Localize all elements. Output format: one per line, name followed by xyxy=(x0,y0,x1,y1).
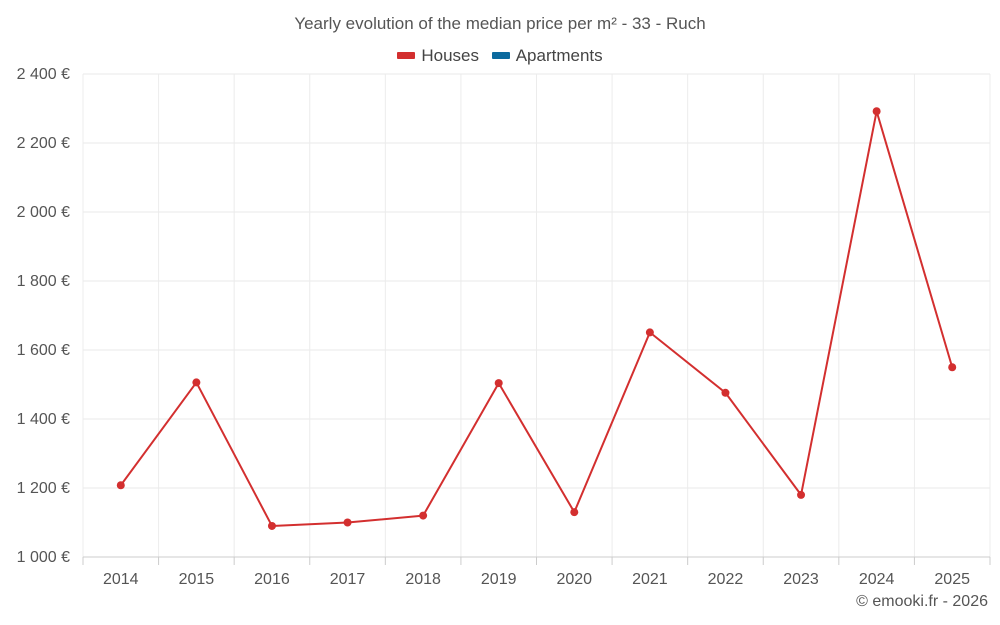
y-tick-label: 1 800 € xyxy=(17,273,70,290)
x-tick-label: 2017 xyxy=(330,571,366,588)
x-tick-label: 2025 xyxy=(934,571,970,588)
x-tick-label: 2019 xyxy=(481,571,517,588)
x-tick-label: 2021 xyxy=(632,571,668,588)
data-point-houses xyxy=(948,363,957,372)
y-tick-label: 1 000 € xyxy=(17,549,70,566)
x-tick-label: 2020 xyxy=(556,571,592,588)
data-point-houses xyxy=(570,508,579,517)
data-point-houses xyxy=(797,490,806,499)
data-point-houses xyxy=(645,328,654,337)
legend-label-houses: Houses xyxy=(421,45,479,65)
data-point-houses xyxy=(494,379,503,388)
data-point-houses xyxy=(721,388,730,397)
x-tick-label: 2014 xyxy=(103,571,139,588)
chart-title: Yearly evolution of the median price per… xyxy=(294,14,706,33)
x-tick-label: 2015 xyxy=(179,571,215,588)
data-point-houses xyxy=(872,107,881,116)
x-tick-label: 2022 xyxy=(708,571,744,588)
legend: Houses Apartments xyxy=(0,44,1000,66)
data-point-houses xyxy=(267,521,276,530)
y-tick-label: 1 600 € xyxy=(17,342,70,359)
legend-label-apartments: Apartments xyxy=(515,45,603,65)
footer-credit: © emooki.fr - 2026 xyxy=(856,593,988,610)
y-tick-label: 1 200 € xyxy=(17,480,70,497)
data-point-houses xyxy=(116,481,125,490)
data-point-houses xyxy=(343,518,352,527)
legend-item-houses[interactable]: Houses xyxy=(397,46,479,66)
legend-swatch-houses xyxy=(397,52,416,59)
y-tick-label: 1 400 € xyxy=(17,411,70,428)
y-tick-label: 2 200 € xyxy=(17,135,70,152)
x-tick-label: 2023 xyxy=(783,571,819,588)
legend-swatch-apartments xyxy=(491,52,510,59)
legend-item-apartments[interactable]: Apartments xyxy=(491,45,603,66)
y-tick-label: 2 000 € xyxy=(17,204,70,221)
series-line-houses xyxy=(119,110,954,527)
y-tick-label: 2 400 € xyxy=(17,66,70,83)
x-tick-label: 2016 xyxy=(254,571,290,588)
x-tick-label: 2018 xyxy=(405,571,441,588)
data-point-houses xyxy=(192,378,201,387)
x-tick-label: 2024 xyxy=(859,571,895,588)
data-point-houses xyxy=(419,511,428,520)
